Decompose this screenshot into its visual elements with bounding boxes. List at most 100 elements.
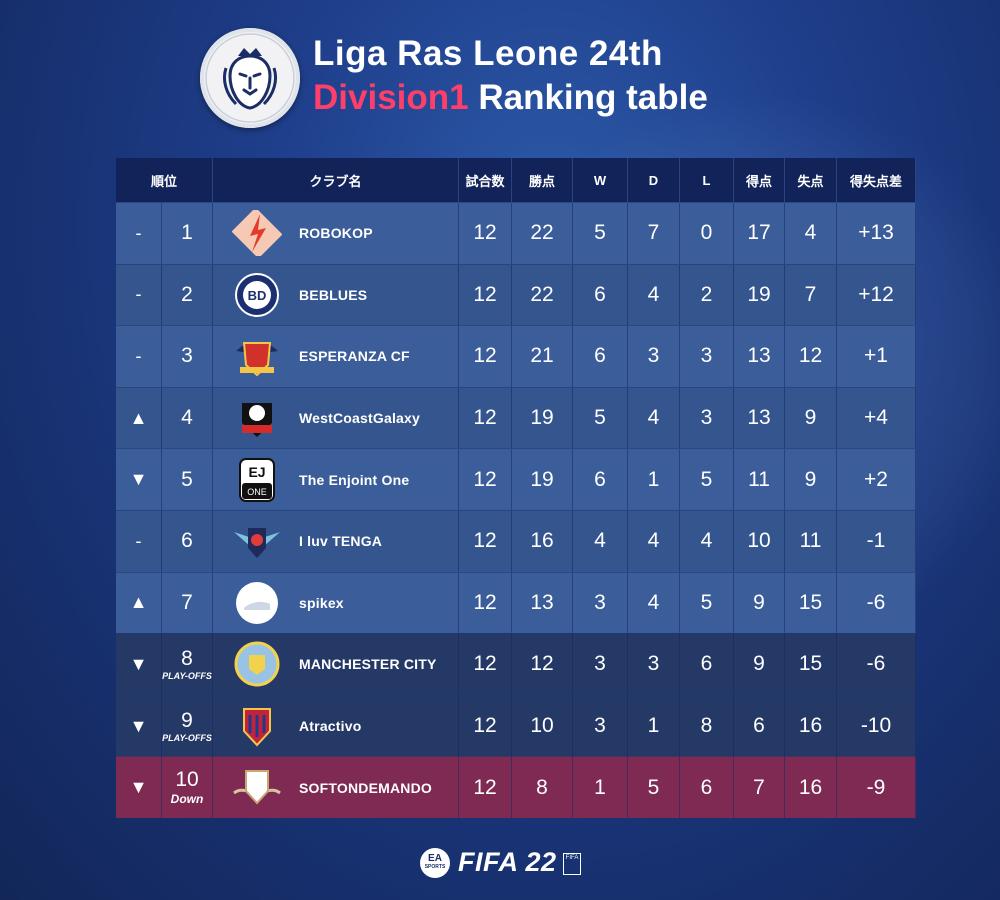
- points-cell: 12: [512, 634, 573, 695]
- goal-difference-cell: -10: [837, 695, 916, 757]
- draws-cell: 4: [628, 572, 680, 634]
- page-title-line1: Liga Ras Leone 24th: [313, 34, 663, 73]
- goals-for-cell: 13: [734, 387, 785, 449]
- rank-movement-cell: ▼: [116, 695, 162, 757]
- wins-cell: 3: [573, 695, 628, 757]
- losses-cell: 5: [680, 449, 734, 510]
- rank-down-icon: ▼: [129, 469, 148, 490]
- ranking-table-label: Ranking table: [468, 78, 708, 117]
- rank-movement-cell: ▼: [116, 757, 162, 818]
- rank-movement-cell: ▼: [116, 449, 162, 510]
- goals-against-cell: 15: [785, 572, 837, 634]
- col-header-d: D: [628, 158, 680, 202]
- rank-cell: 9 PLAY-OFFS: [162, 695, 213, 757]
- played-cell: 12: [459, 264, 512, 326]
- rank-movement-cell: -: [116, 264, 162, 326]
- col-header-goal-difference: 得失点差: [837, 158, 916, 202]
- atractivo-crest-icon: [229, 701, 285, 751]
- club-cell: ESPERANZA CF: [213, 326, 459, 387]
- col-header-goals-against: 失点: [785, 158, 837, 202]
- col-header-goals-for: 得点: [734, 158, 785, 202]
- goals-against-cell: 4: [785, 203, 837, 264]
- goals-for-cell: 13: [734, 326, 785, 387]
- rank-cell: 6: [162, 510, 213, 572]
- losses-cell: 2: [680, 264, 734, 326]
- goals-against-cell: 12: [785, 326, 837, 387]
- rank-movement-cell: ▼: [116, 634, 162, 695]
- wins-cell: 5: [573, 203, 628, 264]
- softondemando-crest-icon: [229, 763, 285, 813]
- league-logo: [200, 28, 300, 128]
- club-name: I luv TENGA: [299, 533, 383, 550]
- goals-for-cell: 17: [734, 203, 785, 264]
- draws-cell: 4: [628, 264, 680, 326]
- draws-cell: 1: [628, 449, 680, 510]
- goals-against-cell: 9: [785, 387, 837, 449]
- rank-cell: 7: [162, 572, 213, 634]
- page-title-line2: Division1 Ranking table: [313, 78, 708, 118]
- table-row: ▼ 8 PLAY-OFFS MANCHESTER CITY 12 12 3 3 6 9 15 -6: [116, 633, 916, 695]
- rank-unchanged-icon: -: [135, 345, 142, 366]
- rank-cell: 4: [162, 387, 213, 449]
- club-cell: Atractivo: [213, 695, 459, 757]
- wins-cell: 3: [573, 572, 628, 634]
- goal-difference-cell: +4: [837, 387, 916, 449]
- draws-cell: 7: [628, 203, 680, 264]
- draws-cell: 4: [628, 387, 680, 449]
- goal-difference-cell: -9: [837, 757, 916, 818]
- goals-against-cell: 15: [785, 634, 837, 695]
- played-cell: 12: [459, 634, 512, 695]
- draws-cell: 3: [628, 634, 680, 695]
- wins-cell: 6: [573, 449, 628, 510]
- goals-against-cell: 9: [785, 449, 837, 510]
- table-row: ▲ 7 spikex 12 13 3 4 5 9 15 -6: [116, 571, 916, 634]
- rank-status-label: Down: [170, 792, 204, 807]
- table-row: ▼ 10 Down SOFTONDEMANDO 12 8 1 5 6 7 16 -9: [116, 756, 916, 818]
- robokop-crest-icon: [229, 208, 285, 258]
- rank-cell: 5: [162, 449, 213, 510]
- rank-up-icon: ▲: [129, 592, 148, 613]
- club-cell: BD BEBLUES: [213, 264, 459, 326]
- rank-cell: 3: [162, 326, 213, 387]
- losses-cell: 6: [680, 634, 734, 695]
- rank-cell: 8 PLAY-OFFS: [162, 634, 213, 695]
- table-row: ▼ 5 EJ ONE The Enjoint One 12 19 6 1 5 11 9 +2: [116, 448, 916, 510]
- points-cell: 21: [512, 326, 573, 387]
- lion-icon: [205, 33, 295, 123]
- rank-movement-cell: -: [116, 510, 162, 572]
- rank-movement-cell: -: [116, 326, 162, 387]
- played-cell: 12: [459, 326, 512, 387]
- played-cell: 12: [459, 572, 512, 634]
- col-header-l: L: [680, 158, 734, 202]
- points-cell: 19: [512, 449, 573, 510]
- club-name: BEBLUES: [299, 286, 368, 303]
- goals-for-cell: 9: [734, 572, 785, 634]
- col-header-w: W: [573, 158, 628, 202]
- draws-cell: 1: [628, 695, 680, 757]
- rank-movement-cell: ▲: [116, 387, 162, 449]
- losses-cell: 0: [680, 203, 734, 264]
- ea-sports-icon: EA SPORTS: [420, 848, 450, 878]
- wins-cell: 3: [573, 634, 628, 695]
- played-cell: 12: [459, 510, 512, 572]
- club-name: ESPERANZA CF: [299, 348, 410, 365]
- points-cell: 8: [512, 757, 573, 818]
- rank-cell: 10 Down: [162, 757, 213, 818]
- points-cell: 13: [512, 572, 573, 634]
- rank-unchanged-icon: -: [135, 284, 142, 305]
- rank-cell: 2: [162, 264, 213, 326]
- rank-number: 5: [181, 467, 193, 491]
- club-name: MANCHESTER CITY: [299, 656, 437, 673]
- westcoastgalaxy-crest-icon: [229, 393, 285, 443]
- wins-cell: 4: [573, 510, 628, 572]
- col-header-played: 試合数: [459, 158, 512, 202]
- esperanza-crest-icon: [229, 331, 285, 381]
- goals-against-cell: 11: [785, 510, 837, 572]
- club-name: SOFTONDEMANDO: [299, 779, 433, 796]
- club-name: Atractivo: [299, 718, 362, 735]
- iluvtenga-crest-icon: [229, 516, 285, 566]
- col-header-points: 勝点: [512, 158, 573, 202]
- rank-number: 6: [181, 529, 193, 553]
- losses-cell: 5: [680, 572, 734, 634]
- club-cell: spikex: [213, 572, 459, 634]
